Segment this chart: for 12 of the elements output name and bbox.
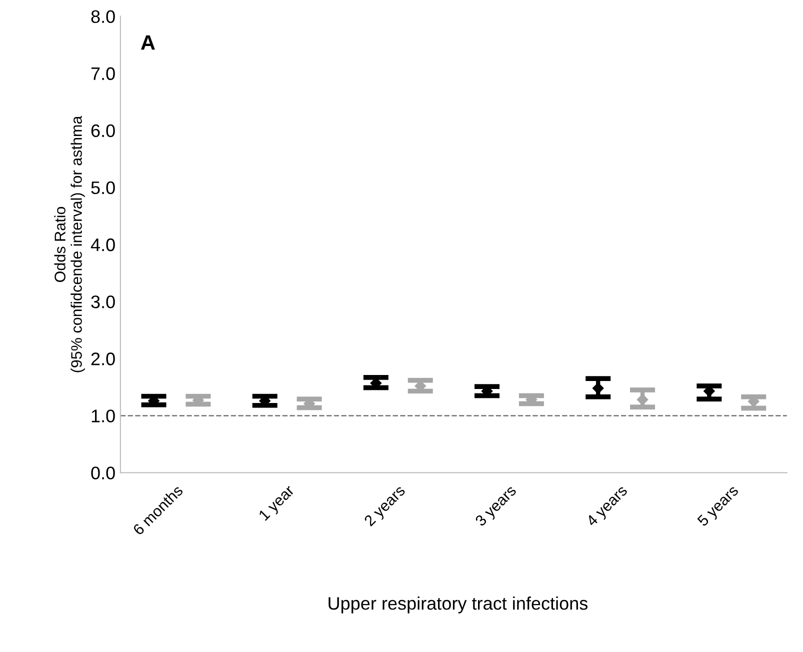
y-tick-label: 6.0 bbox=[91, 124, 115, 138]
x-axis-title: Upper respiratory tract infections bbox=[328, 596, 588, 614]
y-tick-label: 2.0 bbox=[91, 352, 115, 366]
y-tick-label: 4.0 bbox=[90, 238, 115, 252]
y-tick-label: 0.0 bbox=[91, 466, 115, 480]
annotation: A bbox=[140, 35, 155, 50]
y-tick-label: 3.0 bbox=[91, 295, 115, 308]
y-tick-label: 5.0 bbox=[91, 181, 115, 194]
y-tick-label: 1.0 bbox=[92, 410, 115, 422]
y-axis-title: Odds Ratio (95% confidcende interval) for asthma bbox=[54, 116, 85, 372]
y-tick-label: 7.0 bbox=[91, 67, 115, 80]
y-tick-label: 8.0 bbox=[91, 10, 115, 24]
